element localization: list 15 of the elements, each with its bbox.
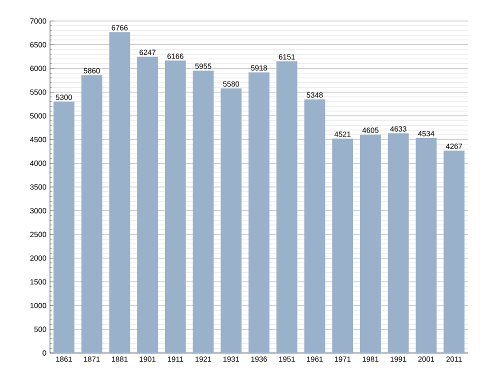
bar — [388, 133, 409, 353]
bar — [137, 56, 158, 353]
bar — [164, 60, 186, 353]
bar — [248, 72, 270, 353]
bar — [81, 75, 102, 353]
bar — [416, 138, 437, 353]
bar — [109, 32, 130, 353]
bar — [192, 70, 214, 353]
bar — [220, 88, 242, 353]
bar — [53, 102, 74, 353]
bar — [304, 99, 326, 353]
bar — [444, 150, 465, 353]
bar — [332, 138, 354, 353]
bar — [276, 61, 298, 353]
bar — [360, 134, 381, 353]
